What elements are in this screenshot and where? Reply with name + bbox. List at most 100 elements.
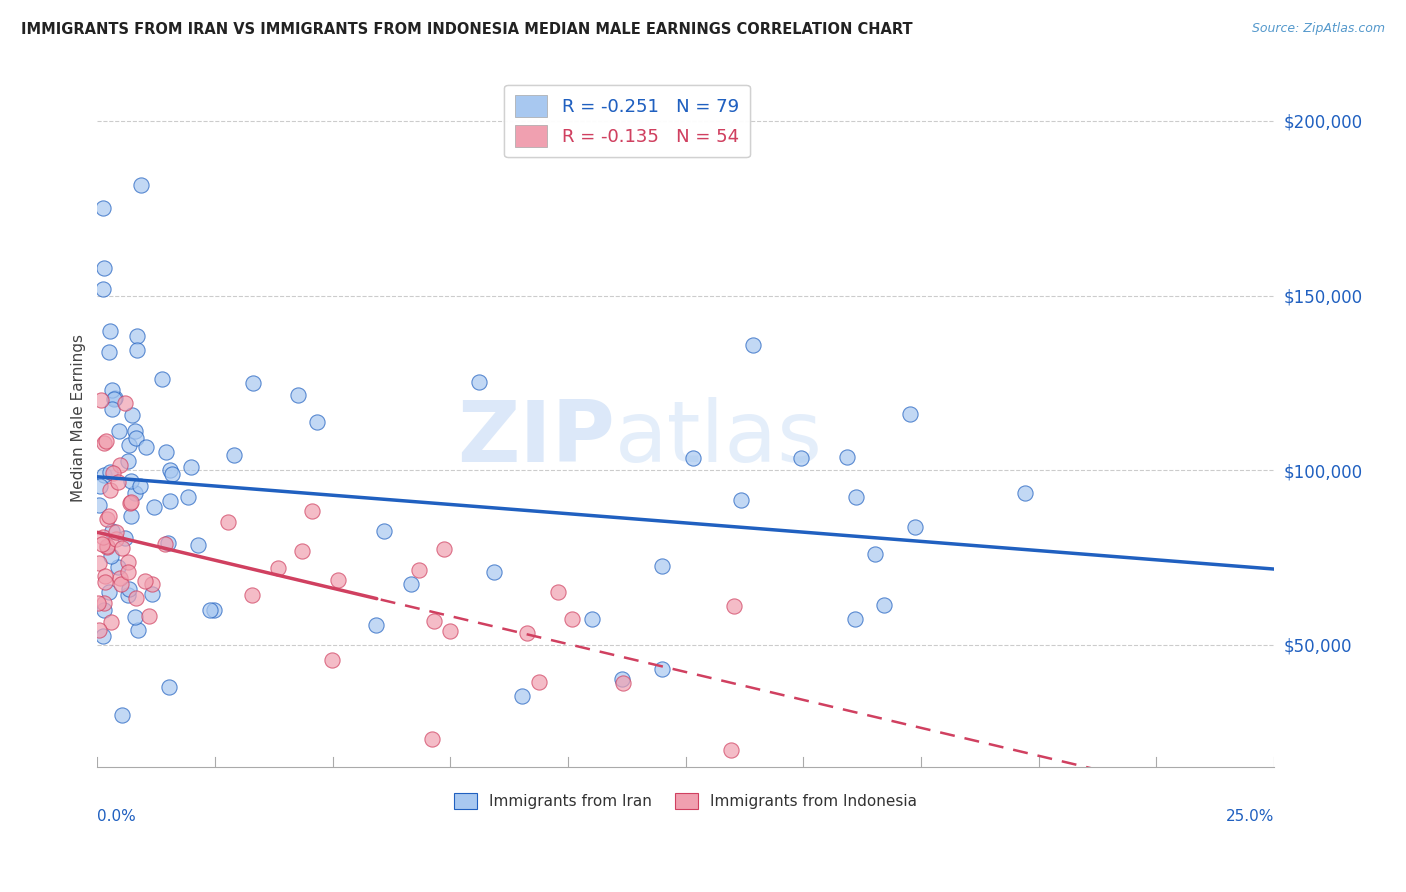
Point <box>301 503 323 517</box>
Point <box>217 516 239 530</box>
Point <box>93 568 115 582</box>
Point <box>180 460 202 475</box>
Point <box>125 591 148 605</box>
Point <box>118 438 141 452</box>
Point <box>527 675 550 690</box>
Point <box>96 540 118 554</box>
Point <box>124 610 146 624</box>
Point <box>291 544 314 558</box>
Point <box>127 329 149 343</box>
Point <box>157 680 180 694</box>
Point <box>117 565 139 579</box>
Point <box>96 539 118 553</box>
Point <box>547 585 569 599</box>
Point <box>155 537 177 551</box>
Point <box>96 512 118 526</box>
Point <box>187 538 209 552</box>
Point <box>107 475 129 489</box>
Point <box>422 615 444 629</box>
Point <box>111 541 134 555</box>
Point <box>107 560 129 574</box>
Point <box>267 561 290 575</box>
Point <box>651 662 673 676</box>
Point <box>93 260 115 275</box>
Point <box>484 566 506 580</box>
Point <box>845 490 868 504</box>
Point <box>844 612 866 626</box>
Point <box>93 282 115 296</box>
Point <box>93 436 115 450</box>
Point <box>103 467 125 481</box>
Legend: R = -0.251   N = 79, R = -0.135   N = 54: R = -0.251 N = 79, R = -0.135 N = 54 <box>503 85 749 158</box>
Point <box>110 576 132 591</box>
Point <box>439 624 461 638</box>
Point <box>98 509 121 524</box>
Point <box>98 465 121 479</box>
Point <box>100 524 122 538</box>
Point <box>104 391 127 405</box>
Point <box>128 479 150 493</box>
Point <box>1014 486 1036 500</box>
Point <box>561 611 583 625</box>
Point <box>612 675 634 690</box>
Point <box>682 450 704 465</box>
Point <box>326 573 349 587</box>
Point <box>111 707 134 722</box>
Point <box>364 618 387 632</box>
Point <box>730 493 752 508</box>
Point <box>240 588 263 602</box>
Point <box>287 387 309 401</box>
Point <box>125 343 148 358</box>
Point <box>790 451 813 466</box>
Point <box>121 409 143 423</box>
Point <box>516 626 538 640</box>
Point <box>98 585 121 599</box>
Point <box>224 448 246 462</box>
Point <box>720 743 742 757</box>
Point <box>101 383 124 397</box>
Point <box>125 431 148 445</box>
Point <box>117 555 139 569</box>
Point <box>200 602 222 616</box>
Point <box>91 201 114 215</box>
Point <box>408 563 430 577</box>
Point <box>159 463 181 477</box>
Text: ZIP: ZIP <box>457 397 614 481</box>
Point <box>91 629 114 643</box>
Point <box>307 415 329 429</box>
Point <box>127 624 149 638</box>
Point <box>103 392 125 406</box>
Point <box>904 520 927 534</box>
Point <box>104 532 127 546</box>
Point <box>142 500 165 514</box>
Point <box>468 375 491 389</box>
Point <box>87 556 110 570</box>
Point <box>89 479 111 493</box>
Point <box>723 599 745 614</box>
Point <box>399 577 422 591</box>
Point <box>90 393 112 408</box>
Point <box>651 558 673 573</box>
Point <box>104 524 127 539</box>
Point <box>114 531 136 545</box>
Point <box>93 596 115 610</box>
Point <box>742 338 765 352</box>
Point <box>91 531 114 545</box>
Point <box>98 324 121 338</box>
Point <box>160 467 183 481</box>
Point <box>96 434 118 448</box>
Point <box>612 672 634 686</box>
Point <box>87 498 110 512</box>
Point <box>510 690 533 704</box>
Point <box>124 424 146 438</box>
Point <box>433 542 456 557</box>
Point <box>86 596 108 610</box>
Point <box>138 608 160 623</box>
Point <box>581 612 603 626</box>
Point <box>97 345 120 359</box>
Point <box>242 376 264 391</box>
Point <box>120 474 142 488</box>
Point <box>100 483 122 498</box>
Point <box>898 407 921 421</box>
Point <box>120 508 142 523</box>
